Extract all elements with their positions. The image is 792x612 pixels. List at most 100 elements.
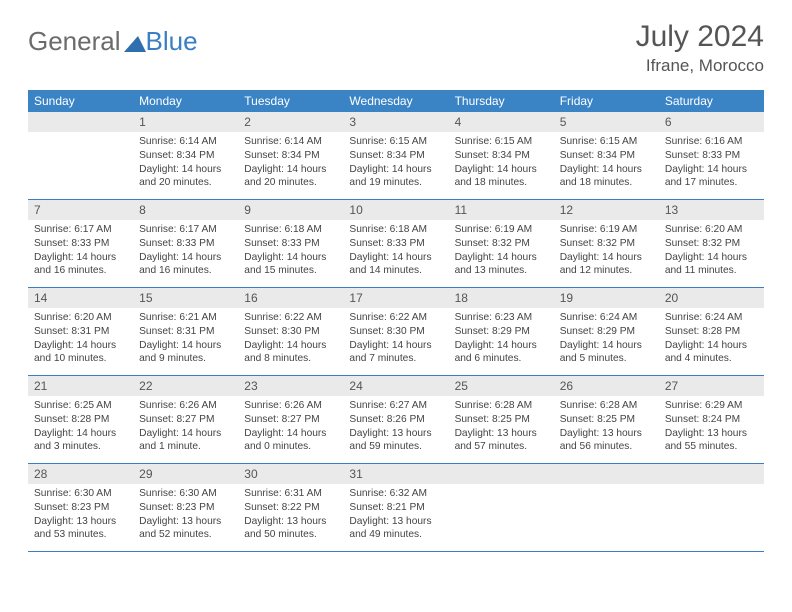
daylight-text: Daylight: 13 hours	[139, 515, 232, 529]
daylight-text: Daylight: 14 hours	[34, 339, 127, 353]
sunset-text: Sunset: 8:27 PM	[139, 413, 232, 427]
sunrise-text: Sunrise: 6:17 AM	[34, 223, 127, 237]
day-number-cell: 29	[133, 464, 238, 485]
day-content-cell: Sunrise: 6:17 AMSunset: 8:33 PMDaylight:…	[28, 220, 133, 288]
daylight-text: Daylight: 14 hours	[665, 251, 758, 265]
sunset-text: Sunset: 8:32 PM	[665, 237, 758, 251]
sunset-text: Sunset: 8:29 PM	[455, 325, 548, 339]
day-number-cell: 3	[343, 112, 448, 132]
day-number-row: 78910111213	[28, 200, 764, 221]
day-content-cell: Sunrise: 6:24 AMSunset: 8:28 PMDaylight:…	[659, 308, 764, 376]
daylight-text: and 49 minutes.	[349, 528, 442, 542]
sunset-text: Sunset: 8:33 PM	[34, 237, 127, 251]
day-number-cell: 11	[449, 200, 554, 221]
daylight-text: Daylight: 14 hours	[244, 339, 337, 353]
daylight-text: Daylight: 14 hours	[139, 163, 232, 177]
sunrise-text: Sunrise: 6:21 AM	[139, 311, 232, 325]
sunset-text: Sunset: 8:31 PM	[34, 325, 127, 339]
day-content-cell	[28, 132, 133, 200]
day-content-cell: Sunrise: 6:14 AMSunset: 8:34 PMDaylight:…	[238, 132, 343, 200]
day-content-cell: Sunrise: 6:15 AMSunset: 8:34 PMDaylight:…	[343, 132, 448, 200]
day-content-cell: Sunrise: 6:19 AMSunset: 8:32 PMDaylight:…	[449, 220, 554, 288]
sunrise-text: Sunrise: 6:26 AM	[139, 399, 232, 413]
day-number-cell: 2	[238, 112, 343, 132]
daylight-text: and 10 minutes.	[34, 352, 127, 366]
day-content-cell: Sunrise: 6:17 AMSunset: 8:33 PMDaylight:…	[133, 220, 238, 288]
day-content-cell: Sunrise: 6:27 AMSunset: 8:26 PMDaylight:…	[343, 396, 448, 464]
day-content-cell: Sunrise: 6:26 AMSunset: 8:27 PMDaylight:…	[133, 396, 238, 464]
brand-logo: General Blue	[28, 26, 198, 57]
daylight-text: Daylight: 14 hours	[244, 163, 337, 177]
daylight-text: Daylight: 14 hours	[244, 427, 337, 441]
sunset-text: Sunset: 8:24 PM	[665, 413, 758, 427]
day-number-cell: 1	[133, 112, 238, 132]
day-content-row: Sunrise: 6:17 AMSunset: 8:33 PM Daylight:…	[28, 220, 764, 288]
daylight-text: and 59 minutes.	[349, 440, 442, 454]
daylight-text: and 18 minutes.	[455, 176, 548, 190]
day-number-cell: 16	[238, 288, 343, 309]
day-content-cell: Sunrise: 6:14 AMSunset: 8:34 PMDaylight:…	[133, 132, 238, 200]
day-number-cell: 4	[449, 112, 554, 132]
sunrise-text: Sunrise: 6:14 AM	[244, 135, 337, 149]
brand-triangle-icon	[124, 28, 146, 44]
sunrise-text: Sunrise: 6:22 AM	[349, 311, 442, 325]
daylight-text: Daylight: 13 hours	[349, 515, 442, 529]
day-content-row: Sunrise: 6:14 AMSunset: 8:34 PMDaylight:…	[28, 132, 764, 200]
day-number-cell	[659, 464, 764, 485]
day-number-cell: 13	[659, 200, 764, 221]
sunset-text: Sunset: 8:29 PM	[560, 325, 653, 339]
daylight-text: Daylight: 13 hours	[244, 515, 337, 529]
sunset-text: Sunset: 8:28 PM	[665, 325, 758, 339]
daylight-text: and 57 minutes.	[455, 440, 548, 454]
day-content-cell: Sunrise: 6:30 AMSunset: 8:23 PMDaylight:…	[28, 484, 133, 552]
sunrise-text: Sunrise: 6:24 AM	[560, 311, 653, 325]
sunset-text: Sunset: 8:30 PM	[349, 325, 442, 339]
day-content-cell: Sunrise: 6:20 AMSunset: 8:31 PMDaylight:…	[28, 308, 133, 376]
daylight-text: and 16 minutes.	[139, 264, 232, 278]
day-content-cell: Sunrise: 6:32 AMSunset: 8:21 PMDaylight:…	[343, 484, 448, 552]
daylight-text: and 20 minutes.	[244, 176, 337, 190]
day-content-cell: Sunrise: 6:24 AMSunset: 8:29 PMDaylight:…	[554, 308, 659, 376]
sunrise-text: Sunrise: 6:18 AM	[349, 223, 442, 237]
daylight-text: Daylight: 14 hours	[455, 251, 548, 265]
day-number-cell: 19	[554, 288, 659, 309]
calendar-table: Sunday Monday Tuesday Wednesday Thursday…	[28, 90, 764, 552]
sunset-text: Sunset: 8:34 PM	[139, 149, 232, 163]
day-number-cell: 7	[28, 200, 133, 221]
weekday-header: Thursday	[449, 90, 554, 112]
day-number-cell: 30	[238, 464, 343, 485]
sunrise-text: Sunrise: 6:27 AM	[349, 399, 442, 413]
sunset-text: Sunset: 8:28 PM	[34, 413, 127, 427]
day-content-cell	[659, 484, 764, 552]
month-title: July 2024	[636, 20, 764, 54]
sunset-text: Sunset: 8:31 PM	[139, 325, 232, 339]
daylight-text: Daylight: 14 hours	[349, 251, 442, 265]
daylight-text: and 56 minutes.	[560, 440, 653, 454]
sunrise-text: Sunrise: 6:15 AM	[455, 135, 548, 149]
sunrise-text: Sunrise: 6:25 AM	[34, 399, 127, 413]
day-number-cell: 26	[554, 376, 659, 397]
sunrise-text: Sunrise: 6:26 AM	[244, 399, 337, 413]
weekday-header: Saturday	[659, 90, 764, 112]
sunrise-text: Sunrise: 6:19 AM	[455, 223, 548, 237]
sunset-text: Sunset: 8:32 PM	[455, 237, 548, 251]
daylight-text: Daylight: 14 hours	[139, 427, 232, 441]
sunset-text: Sunset: 8:34 PM	[244, 149, 337, 163]
daylight-text: and 8 minutes.	[244, 352, 337, 366]
day-content-cell: Sunrise: 6:26 AMSunset: 8:27 PMDaylight:…	[238, 396, 343, 464]
daylight-text: and 50 minutes.	[244, 528, 337, 542]
day-content-cell: Sunrise: 6:19 AMSunset: 8:32 PMDaylight:…	[554, 220, 659, 288]
day-content-cell: Sunrise: 6:23 AMSunset: 8:29 PMDaylight:…	[449, 308, 554, 376]
day-content-cell: Sunrise: 6:28 AMSunset: 8:25 PMDaylight:…	[449, 396, 554, 464]
daylight-text: and 53 minutes.	[34, 528, 127, 542]
daylight-text: Daylight: 14 hours	[665, 339, 758, 353]
page-header: General Blue July 2024 Ifrane, Morocco	[28, 20, 764, 76]
sunrise-text: Sunrise: 6:14 AM	[139, 135, 232, 149]
day-content-cell	[449, 484, 554, 552]
day-content-cell: Sunrise: 6:29 AMSunset: 8:24 PMDaylight:…	[659, 396, 764, 464]
day-content-cell: Sunrise: 6:20 AMSunset: 8:32 PMDaylight:…	[659, 220, 764, 288]
daylight-text: and 6 minutes.	[455, 352, 548, 366]
weekday-header: Tuesday	[238, 90, 343, 112]
daylight-text: Daylight: 13 hours	[665, 427, 758, 441]
sunrise-text: Sunrise: 6:15 AM	[560, 135, 653, 149]
